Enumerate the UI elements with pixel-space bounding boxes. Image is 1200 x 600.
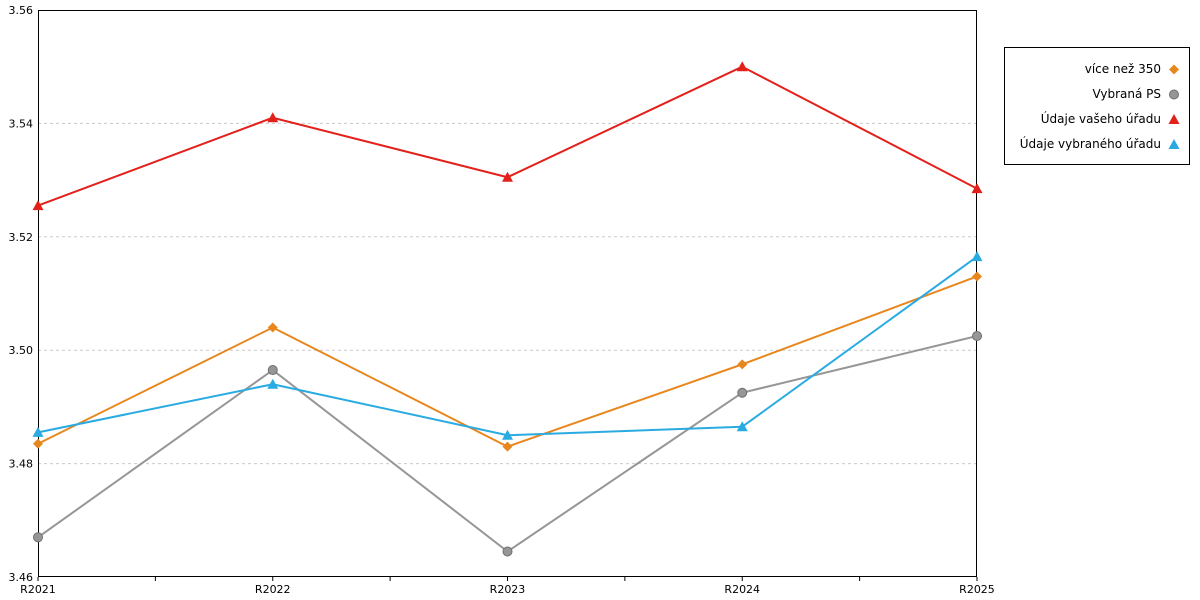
x-tick-label: R2021 <box>20 583 56 596</box>
series-3 <box>32 251 983 440</box>
legend: více než 350 Vybraná PS Údaje vašeho úřa… <box>1004 47 1190 165</box>
triangle-marker-icon <box>736 61 748 72</box>
legend-item: více než 350 <box>1013 56 1181 81</box>
circle-marker-icon <box>1167 87 1181 101</box>
series-1 <box>33 331 982 557</box>
series-line <box>37 255 978 437</box>
y-tick-label: 3.46 <box>9 571 34 584</box>
y-tick-label: 3.54 <box>9 117 34 130</box>
x-tick-label: R2024 <box>724 583 760 596</box>
diamond-marker-icon <box>1169 64 1179 74</box>
legend-label: více než 350 <box>1084 61 1161 76</box>
y-tick-label: 3.50 <box>9 344 34 357</box>
circle-marker-icon <box>33 532 43 543</box>
circle-marker-icon <box>267 365 278 376</box>
series-line <box>37 275 978 448</box>
diamond-marker-icon <box>1167 62 1181 76</box>
x-tick-label: R2023 <box>490 583 526 596</box>
y-tick-label: 3.48 <box>9 458 34 471</box>
legend-item: Vybraná PS <box>1013 81 1181 106</box>
triangle-marker-icon <box>502 429 513 440</box>
y-tick-label: 3.52 <box>9 231 34 244</box>
triangle-marker-icon <box>1168 138 1180 149</box>
triangle-marker-icon <box>502 171 513 182</box>
x-tick-label: R2025 <box>959 583 995 596</box>
triangle-marker-icon <box>267 112 279 123</box>
legend-label: Vybraná PS <box>1092 86 1161 101</box>
diamond-marker-icon <box>502 441 513 452</box>
circle-marker-icon <box>972 331 982 342</box>
legend-label: Údaje vybraného úřadu <box>1019 136 1161 151</box>
diamond-marker-icon <box>737 359 748 370</box>
triangle-marker-icon <box>32 200 44 211</box>
circle-marker-icon <box>502 546 513 557</box>
circle-marker-icon <box>737 387 748 398</box>
y-tick-label: 3.56 <box>9 4 34 17</box>
triangle-marker-icon <box>1168 113 1180 124</box>
series-2 <box>32 61 983 211</box>
diamond-marker-icon <box>972 271 982 282</box>
triangle-marker-icon <box>971 183 983 194</box>
diamond-marker-icon <box>267 322 278 333</box>
triangle-marker-icon <box>1167 137 1181 151</box>
plot-frame <box>38 10 977 577</box>
triangle-marker-icon <box>1167 112 1181 126</box>
series-0 <box>33 271 982 452</box>
legend-item: Údaje vašeho úřadu <box>1013 106 1181 131</box>
circle-marker-icon <box>1169 89 1179 99</box>
triangle-marker-icon <box>32 426 44 437</box>
series-line <box>37 65 978 207</box>
legend-item: Údaje vybraného úřadu <box>1013 131 1181 156</box>
x-tick-label: R2022 <box>255 583 291 596</box>
triangle-marker-icon <box>971 251 983 262</box>
diamond-marker-icon <box>33 438 43 449</box>
triangle-marker-icon <box>267 378 279 389</box>
triangle-marker-icon <box>736 421 748 432</box>
legend-label: Údaje vašeho úřadu <box>1040 111 1161 126</box>
